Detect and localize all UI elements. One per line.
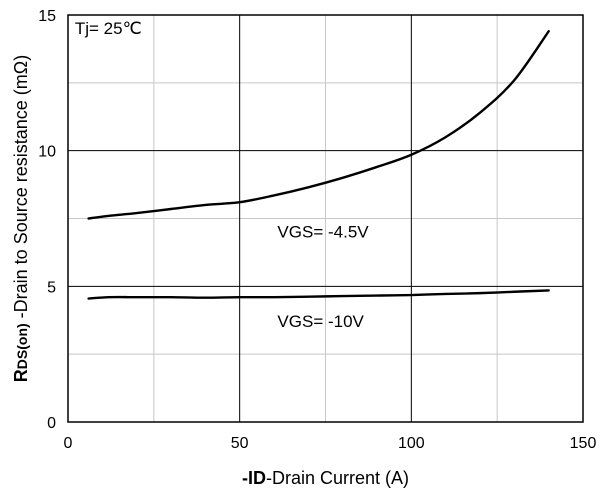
series-layer: [87, 30, 550, 300]
x-tick-label: 50: [231, 435, 249, 452]
x-axis-label-rest: -Drain Current (A): [266, 468, 409, 488]
y-axis-label-main: R: [11, 369, 31, 382]
series-line-2: [87, 289, 550, 300]
x-tick-labels: 0 50 100 150: [64, 435, 597, 452]
major-grid: [68, 15, 583, 422]
y-tick-label: 15: [38, 8, 56, 25]
annotations: Tj= 25℃ VGS= -4.5V VGS= -10V: [75, 19, 369, 331]
x-axis-label: -ID-Drain Current (A): [242, 468, 409, 488]
minor-grid: [68, 15, 583, 422]
annotation-3: VGS= -10V: [277, 312, 364, 331]
y-tick-label: 5: [47, 279, 56, 296]
annotation-1: Tj= 25℃: [75, 19, 142, 38]
x-tick-label: 150: [570, 435, 597, 452]
x-tick-label: 100: [398, 435, 425, 452]
y-axis-label: RDS(on) -Drain to Source resistance (mΩ): [11, 55, 31, 382]
plot-frame: [67, 14, 584, 423]
y-tick-label: 10: [38, 144, 56, 161]
x-tick-label: 0: [64, 435, 73, 452]
x-axis-label-bold: -ID: [242, 468, 266, 488]
annotation-2: VGS= -4.5V: [277, 222, 369, 241]
series-line-1: [87, 30, 550, 220]
y-tick-label: 0: [47, 415, 56, 432]
y-tick-labels: 0 5 10 15: [38, 8, 56, 432]
y-axis-label-rest: -Drain to Source resistance (mΩ): [11, 55, 31, 324]
y-axis-label-sub: DS(on): [14, 323, 30, 369]
